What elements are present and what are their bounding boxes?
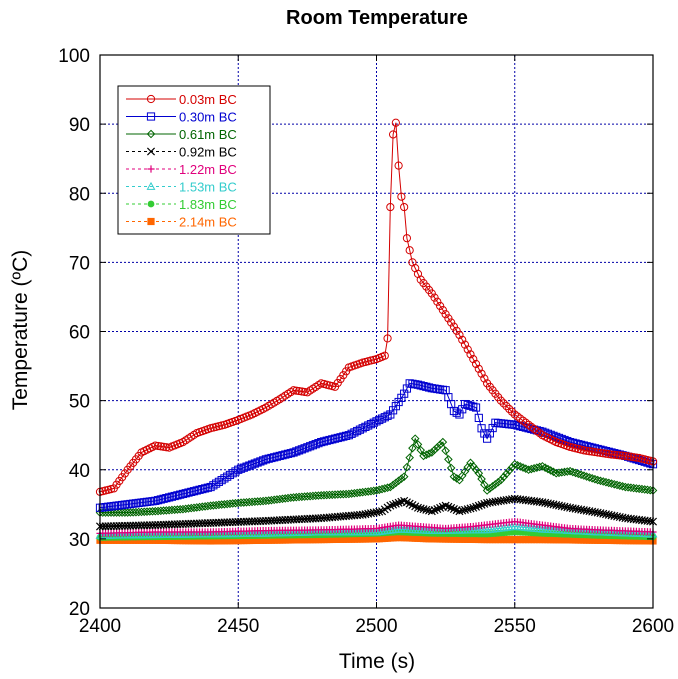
y-tick-label: 20 [69, 599, 90, 620]
y-tick-label: 80 [69, 184, 90, 205]
legend-label: 0.03m BC [179, 92, 237, 107]
y-tick-label: 100 [58, 46, 90, 67]
x-tick-label: 2450 [217, 616, 259, 637]
legend-marker [148, 201, 155, 208]
x-tick-label: 2550 [494, 616, 536, 637]
legend-label: 0.92m BC [179, 145, 237, 160]
legend-label: 1.83m BC [179, 197, 237, 212]
legend-marker [147, 218, 154, 225]
y-tick-label: 50 [69, 392, 90, 413]
legend-label: 0.61m BC [179, 127, 237, 142]
y-tick-label: 60 [69, 323, 90, 344]
legend-label: 2.14m BC [179, 215, 237, 230]
legend-label: 0.30m BC [179, 110, 237, 125]
y-tick-label: 30 [69, 530, 90, 551]
y-axis-label: Temperature (ºC) [9, 250, 32, 411]
y-tick-label: 70 [69, 253, 90, 274]
x-tick-label: 2600 [632, 616, 674, 637]
x-tick-label: 2500 [355, 616, 397, 637]
y-tick-label: 90 [69, 115, 90, 136]
chart-title: Room Temperature [286, 7, 468, 29]
x-axis-label: Time (s) [339, 650, 415, 673]
y-tick-label: 40 [69, 461, 90, 482]
legend-label: 1.22m BC [179, 162, 237, 177]
legend-label: 1.53m BC [179, 180, 237, 195]
legend: 0.03m BC 0.30m BC 0.61m BC 0.92m BC 1.22m BC… [118, 86, 270, 234]
